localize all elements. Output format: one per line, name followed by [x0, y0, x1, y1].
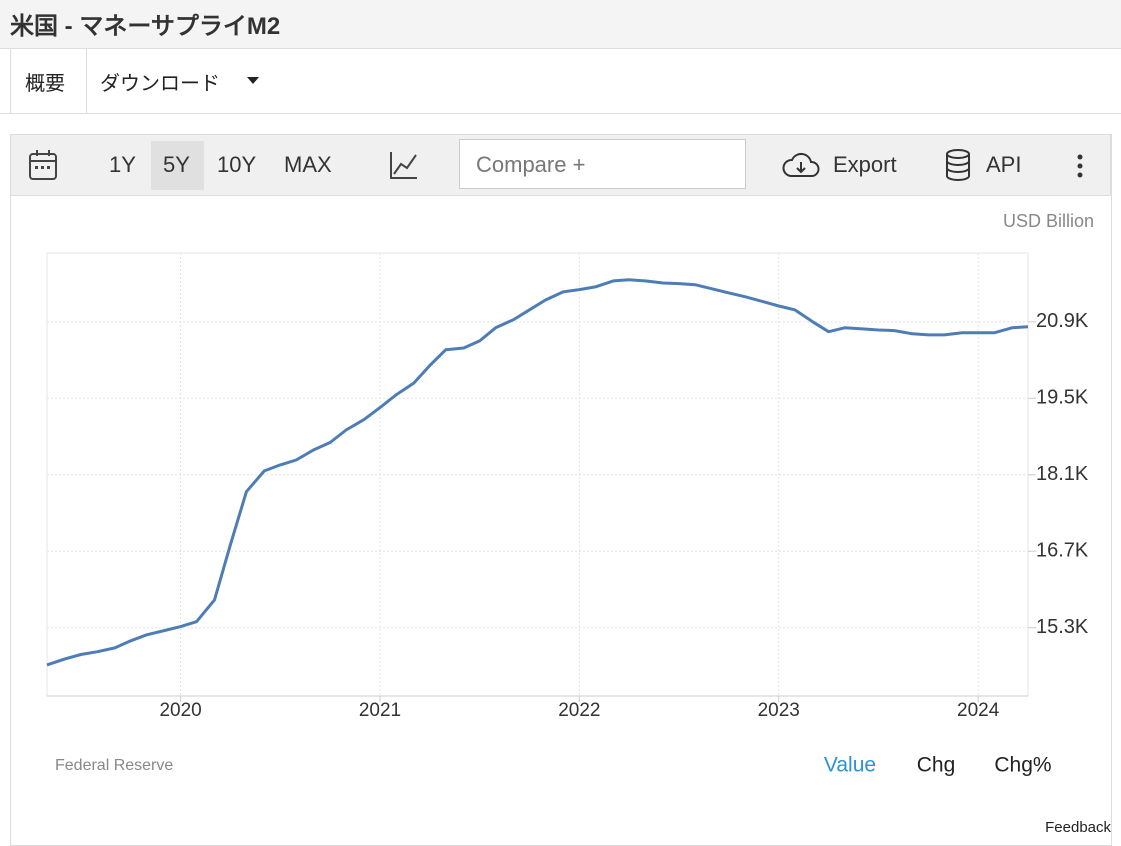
y-tick-label: 19.5K	[1036, 387, 1089, 409]
view-mode[interactable]: Chg%	[994, 754, 1051, 777]
x-tick-label: 2023	[758, 700, 800, 721]
tab[interactable]: 概要	[25, 73, 65, 95]
x-tick-label: 2020	[159, 700, 201, 721]
y-tick-label: 15.3K	[1036, 616, 1089, 638]
export-button[interactable]: Export	[833, 152, 897, 177]
source: Federal Reserve	[55, 757, 173, 774]
view-mode[interactable]: Chg	[917, 754, 956, 777]
tab-row: 概要 ダウンロード	[0, 49, 1121, 114]
range-button[interactable]: MAX	[284, 152, 332, 177]
tab[interactable]: ダウンロード	[100, 73, 220, 95]
title-bar	[0, 0, 1121, 49]
api-button[interactable]: API	[986, 152, 1022, 177]
y-tick-label: 20.9K	[1036, 310, 1089, 332]
compare-placeholder: Compare +	[476, 152, 586, 177]
compare-input[interactable]	[459, 139, 746, 189]
x-tick-label: 2021	[359, 700, 401, 721]
range-selected	[151, 141, 204, 190]
x-tick-label: 2024	[957, 700, 1000, 721]
view-mode-active[interactable]: Value	[824, 754, 876, 777]
feedback-link[interactable]: Feedback	[1045, 819, 1111, 836]
page-title: 米国 - マネーサプライM2	[10, 13, 281, 40]
api-icon[interactable]	[944, 148, 972, 182]
y-tick-label: 16.7K	[1036, 540, 1089, 562]
chart-type-icon[interactable]	[389, 150, 419, 180]
export-icon[interactable]	[782, 151, 820, 179]
calendar-icon[interactable]	[28, 149, 58, 181]
tab-active[interactable]	[10, 49, 87, 113]
more-icon[interactable]	[1074, 153, 1086, 179]
range-button[interactable]: 5Y	[163, 152, 190, 177]
x-tick-label: 2022	[558, 700, 600, 721]
range-button[interactable]: 1Y	[109, 152, 136, 177]
data-line	[46, 278, 1029, 667]
dropdown-caret	[247, 77, 259, 84]
y-tick-label: 18.1K	[1036, 463, 1089, 485]
range-button[interactable]: 10Y	[217, 152, 257, 177]
unit-label: USD Billion	[1003, 211, 1094, 231]
